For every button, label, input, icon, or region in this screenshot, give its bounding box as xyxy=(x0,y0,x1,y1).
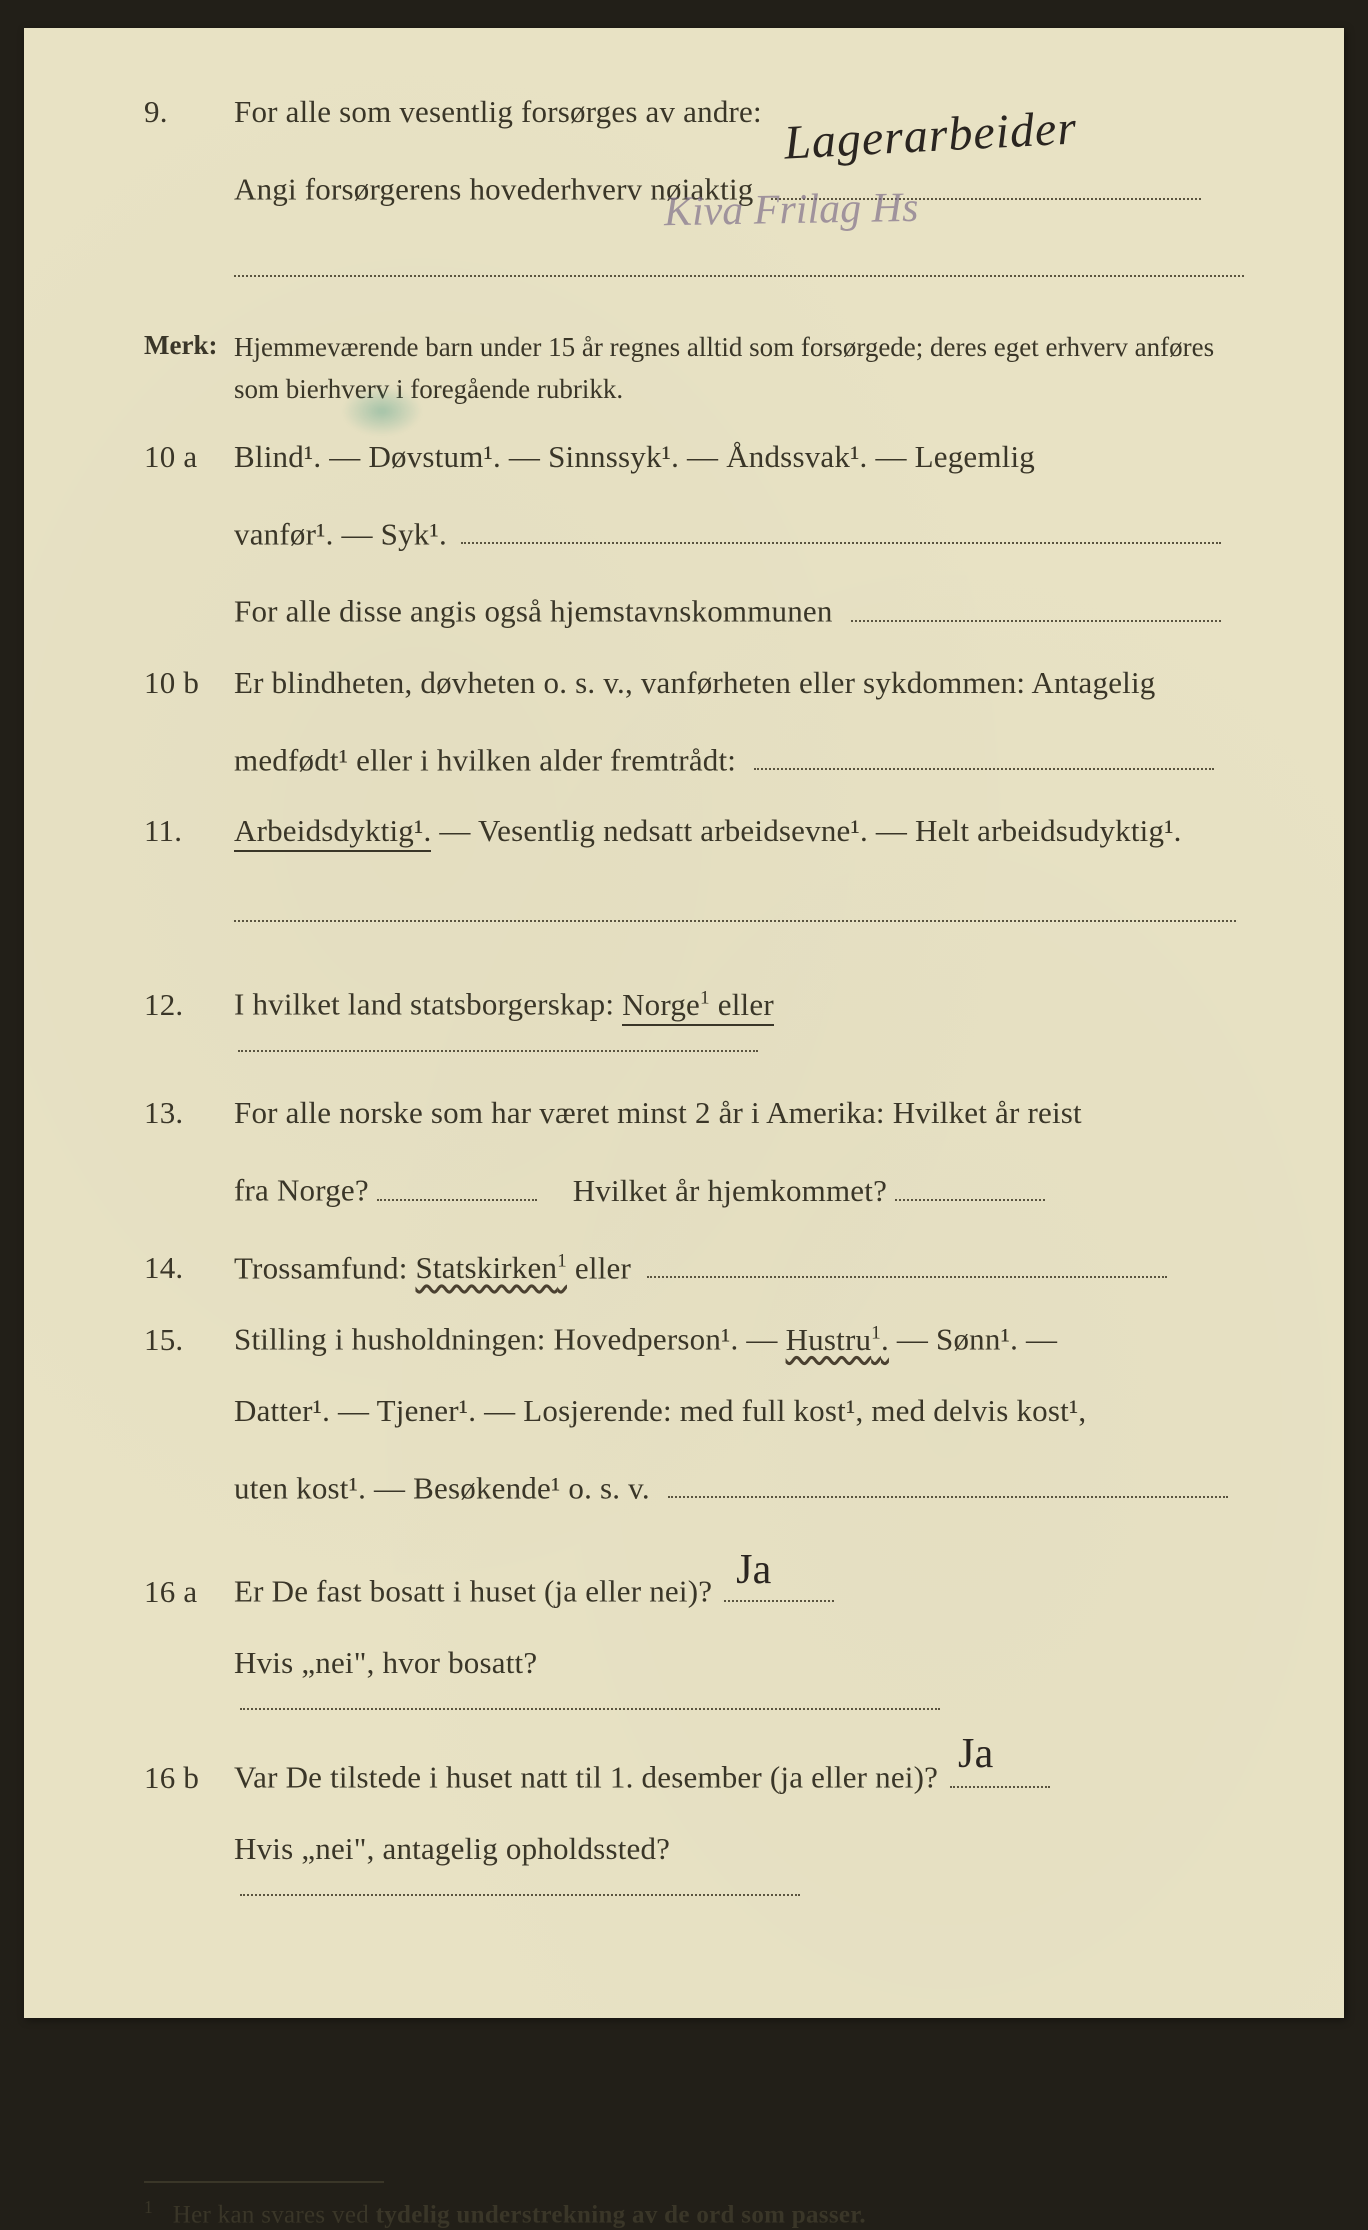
q15-num: 15. xyxy=(144,1324,234,1355)
q10a-text3: For alle disse angis også hjemstavnskomm… xyxy=(234,594,833,629)
q16a-line1: 16 a Er De fast bosatt i huset (ja eller… xyxy=(144,1569,1244,1607)
q16a-text1: Er De fast bosatt i huset (ja eller nei)… xyxy=(234,1574,712,1609)
q9-text1: For alle som vesentlig forsørges av andr… xyxy=(234,96,1244,127)
footnote-rule xyxy=(144,2181,384,2183)
q14-blank xyxy=(647,1246,1167,1279)
q14-num: 14. xyxy=(144,1252,234,1283)
q16b-answer: Ja xyxy=(958,1733,993,1775)
q13-text2a: fra Norge? xyxy=(234,1173,369,1208)
q15-text1b: — Sønn¹. — xyxy=(889,1322,1057,1357)
q15-blank xyxy=(668,1466,1228,1499)
q16b-blank2 xyxy=(240,1864,800,1897)
q16b-text2: Hvis „nei", antagelig opholdssted? xyxy=(234,1831,670,1866)
q16a-text2: Hvis „nei", hvor bosatt? xyxy=(234,1645,537,1680)
q10a-line3: For alle disse angis også hjemstavnskomm… xyxy=(144,589,1244,627)
q9-line1: 9. For alle som vesentlig forsørges av a… xyxy=(144,96,1244,127)
q10b-blank xyxy=(754,738,1214,771)
q15-line1: 15. Stilling i husholdningen: Hovedperso… xyxy=(144,1323,1244,1354)
q11-rest: — Vesentlig nedsatt arbeidsevne¹. — Helt… xyxy=(431,813,1181,848)
q16b-num: 16 b xyxy=(144,1762,234,1793)
q13-blank2 xyxy=(895,1168,1045,1201)
footnote-sup: 1 xyxy=(144,2197,153,2217)
q9-blank-row xyxy=(234,245,1244,286)
q16b-line1: 16 b Var De tilstede i huset natt til 1.… xyxy=(144,1755,1244,1793)
q13-line2: fra Norge? Hvilket år hjemkommet? xyxy=(144,1168,1244,1206)
q14-text1: Trossamfund: xyxy=(234,1250,415,1285)
q14-line: 14. Trossamfund: Statskirken1 eller xyxy=(144,1246,1244,1284)
q13-line1: 13. For alle norske som har været minst … xyxy=(144,1097,1244,1128)
q16b-line2: Hvis „nei", antagelig opholdssted? xyxy=(144,1833,1244,1902)
q16a-blank2 xyxy=(240,1678,940,1711)
q10b-line1: 10 b Er blindheten, døvheten o. s. v., v… xyxy=(144,667,1244,698)
handwriting-secondary: Kiva Frilag Hs xyxy=(664,184,919,236)
q13-blank1 xyxy=(377,1168,537,1201)
footnote-text: Her kan svares ved xyxy=(173,2202,376,2229)
q10a-text2: vanfør¹. — Syk¹. xyxy=(234,516,447,551)
q13-num: 13. xyxy=(144,1097,234,1128)
q9-num: 9. xyxy=(144,96,234,127)
ink-stain xyxy=(342,386,422,436)
q10a-line1: 10 a Blind¹. — Døvstum¹. — Sinnssyk¹. — … xyxy=(144,441,1244,472)
q15-text3: uten kost¹. — Besøkende¹ o. s. v. xyxy=(234,1470,650,1505)
q13-text1: For alle norske som har været minst 2 år… xyxy=(234,1097,1244,1128)
q12-text1: I hvilket land statsborgerskap: xyxy=(234,987,622,1022)
q10b-line2: medfødt¹ eller i hvilken alder fremtrådt… xyxy=(144,738,1244,776)
q11-num: 11. xyxy=(144,815,234,846)
q13-text2b: Hvilket år hjemkommet? xyxy=(573,1173,887,1208)
q12-num: 12. xyxy=(144,989,234,1020)
q15-line2: Datter¹. — Tjener¹. — Losjerende: med fu… xyxy=(144,1395,1244,1426)
q15-text1a: Stilling i husholdningen: Hovedperson¹. … xyxy=(234,1322,786,1357)
q11-selected: Arbeidsdyktig¹. xyxy=(234,813,431,852)
footnote-bold: tydelig understrekning av de ord som pas… xyxy=(376,2202,866,2229)
q16b-text1: Var De tilstede i huset natt til 1. dese… xyxy=(234,1760,938,1795)
q10b-num: 10 b xyxy=(144,667,234,698)
footnote: 1 Her kan svares ved tydelig understrekn… xyxy=(144,2197,1244,2229)
census-form-page: Lagerarbeider Kiva Frilag Hs 9. For alle… xyxy=(24,28,1344,2018)
q10a-line2: vanfør¹. — Syk¹. xyxy=(144,512,1244,550)
q15-line3: uten kost¹. — Besøkende¹ o. s. v. xyxy=(144,1466,1244,1504)
q10b-text2: medfødt¹ eller i hvilken alder fremtrådt… xyxy=(234,742,736,777)
q16a-answer: Ja xyxy=(736,1549,771,1591)
q12-blank xyxy=(238,1020,758,1053)
q11-blank xyxy=(234,886,1236,922)
q16a-blank1: Ja xyxy=(724,1569,834,1602)
q14-statskirken: Statskirken1 xyxy=(415,1250,567,1285)
q16a-num: 16 a xyxy=(144,1576,234,1607)
merk-label: Merk: xyxy=(144,325,234,367)
q10a-opts: Blind¹. — Døvstum¹. — Sinnssyk¹. — Åndss… xyxy=(234,441,1244,472)
q11-line: 11. Arbeidsdyktig¹. — Vesentlig nedsatt … xyxy=(144,815,1244,846)
q15-text2: Datter¹. — Tjener¹. — Losjerende: med fu… xyxy=(234,1395,1244,1426)
q12-line: 12. I hvilket land statsborgerskap: Norg… xyxy=(144,988,1244,1057)
q16b-blank1: Ja xyxy=(950,1755,1050,1788)
q10a-blank1 xyxy=(461,512,1221,545)
q14-text3: eller xyxy=(575,1250,631,1285)
merk-note: Merk: Hjemmeværende barn under 15 år reg… xyxy=(144,325,1244,411)
q10a-num: 10 a xyxy=(144,441,234,472)
q15-hustru: Hustru1. xyxy=(786,1322,889,1357)
q10b-text1: Er blindheten, døvheten o. s. v., vanfør… xyxy=(234,667,1244,698)
q9-blank2 xyxy=(234,245,1244,278)
q16a-line2: Hvis „nei", hvor bosatt? xyxy=(144,1647,1244,1716)
q10a-blank2 xyxy=(851,589,1221,622)
